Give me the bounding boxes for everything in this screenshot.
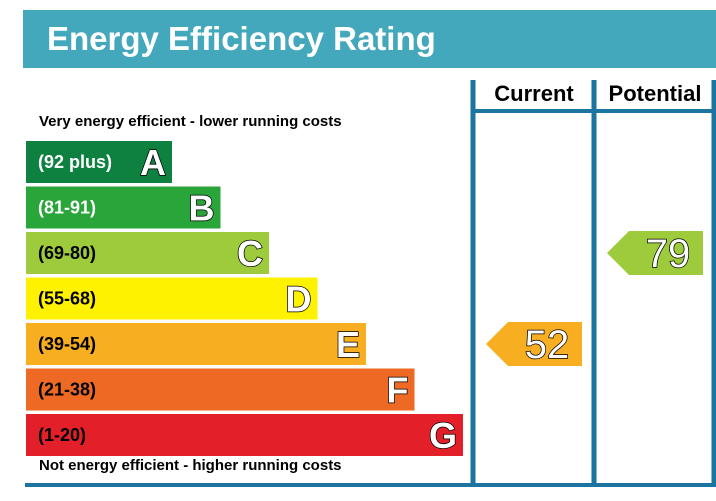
band-range-g: (1-20)	[38, 425, 86, 445]
band-bar-g	[26, 414, 463, 456]
current-rating-value: 52	[525, 323, 570, 367]
band-bar-c	[26, 232, 269, 274]
band-letter-d: D	[286, 279, 312, 320]
band-letter-e: E	[336, 324, 360, 365]
band-letter-a: A	[140, 142, 166, 183]
current-rating-arrow	[486, 322, 582, 366]
band-letter-g: G	[429, 415, 457, 456]
band-range-e: (39-54)	[38, 334, 96, 354]
band-bar-f	[26, 368, 415, 411]
potential-rating-arrow	[607, 231, 703, 275]
current-column-header: Current	[494, 81, 574, 106]
top-caption: Very energy efficient - lower running co…	[39, 113, 342, 130]
header-banner: Energy Efficiency Rating	[23, 10, 716, 68]
band-bar-d	[26, 277, 318, 320]
band-range-a: (92 plus)	[38, 152, 112, 172]
band-letter-f: F	[387, 370, 409, 411]
band-range-f: (21-38)	[38, 380, 96, 400]
band-range-b: (81-91)	[38, 198, 96, 218]
potential-rating-value: 79	[646, 232, 691, 276]
potential-column-header: Potential	[608, 81, 702, 106]
band-range-c: (69-80)	[38, 243, 96, 263]
bottom-caption: Not energy efficient - higher running co…	[39, 457, 342, 474]
band-bar-b	[26, 186, 221, 229]
band-letter-c: C	[237, 233, 263, 274]
page-title: Energy Efficiency Rating	[47, 20, 436, 57]
band-letter-b: B	[189, 188, 215, 229]
band-range-d: (55-68)	[38, 289, 96, 309]
band-bar-e	[26, 323, 366, 365]
band-bar-a	[26, 141, 172, 183]
